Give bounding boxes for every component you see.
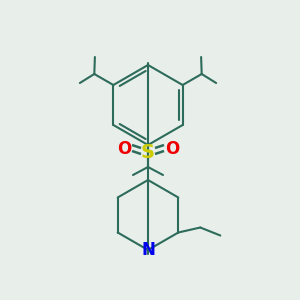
Text: N: N bbox=[141, 241, 155, 259]
Text: O: O bbox=[117, 140, 131, 158]
Text: O: O bbox=[165, 140, 179, 158]
Text: S: S bbox=[141, 142, 155, 161]
